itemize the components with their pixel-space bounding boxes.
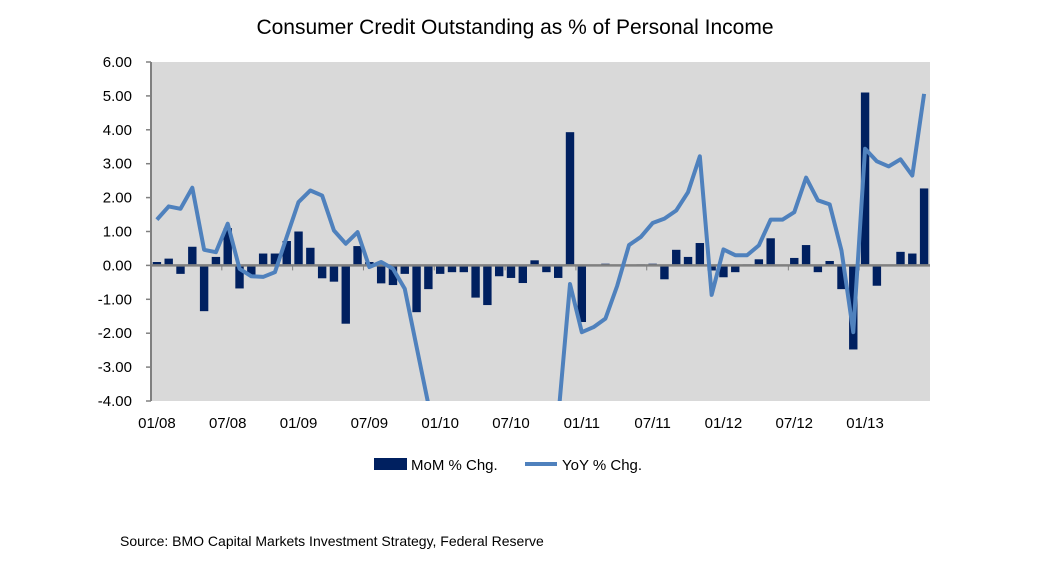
bar-mom	[388, 265, 398, 286]
plot-area	[151, 62, 930, 401]
bar-mom	[400, 265, 409, 274]
x-tick-label: 01/08	[138, 415, 176, 432]
bar-mom	[211, 256, 221, 266]
bar-mom	[542, 265, 551, 273]
bar-mom	[896, 251, 905, 266]
x-tick-label: 01/09	[280, 415, 318, 432]
bar-mom	[872, 265, 882, 286]
chart-title: Consumer Credit Outstanding as % of Pers…	[256, 16, 773, 39]
legend-swatch-mom	[374, 458, 407, 470]
x-tick-label: 07/08	[209, 415, 247, 432]
bar-mom	[294, 231, 303, 266]
bar-mom	[176, 265, 185, 274]
y-tick-label: 6.00	[103, 54, 132, 71]
bar-mom	[837, 265, 846, 290]
bar-mom	[435, 265, 445, 274]
bar-mom	[719, 265, 728, 278]
bar-mom	[376, 265, 386, 284]
x-tick-label: 07/10	[492, 415, 530, 432]
y-tick-label: 1.00	[103, 224, 132, 241]
bar-mom	[695, 243, 705, 266]
x-tick-label: 01/12	[705, 415, 743, 432]
bar-mom	[565, 132, 575, 266]
y-tick-label: 2.00	[103, 190, 132, 207]
y-tick-label: 5.00	[103, 88, 132, 105]
bar-mom	[164, 258, 173, 266]
bar-mom	[766, 238, 775, 266]
y-tick-label: 3.00	[103, 156, 132, 173]
bar-mom	[908, 253, 917, 266]
bar-mom	[424, 265, 433, 290]
bar-mom	[919, 188, 929, 266]
bar-mom	[258, 253, 268, 266]
source-note: Source: BMO Capital Markets Investment S…	[120, 533, 544, 549]
legend-label-yoy: YoY % Chg.	[562, 457, 642, 474]
bar-mom	[282, 240, 291, 266]
bar-mom	[188, 246, 197, 266]
x-tick-label: 07/11	[634, 415, 670, 432]
x-tick-label: 01/10	[421, 415, 459, 432]
y-tick-label: 0.00	[103, 257, 132, 274]
x-tick-label: 01/13	[846, 415, 884, 432]
bar-mom	[152, 262, 162, 266]
bar-mom	[790, 257, 799, 266]
bar-mom	[683, 256, 693, 266]
bar-mom	[754, 259, 764, 266]
bar-mom	[306, 247, 315, 266]
bar-mom	[707, 265, 716, 271]
y-tick-label: -1.00	[98, 291, 132, 308]
x-tick-label: 01/11	[564, 415, 600, 432]
y-tick-label: -2.00	[98, 325, 132, 342]
x-tick-label: 07/09	[351, 415, 389, 432]
bar-mom	[801, 245, 811, 266]
bar-mom	[447, 265, 457, 273]
bar-mom	[471, 265, 480, 298]
bar-mom	[577, 265, 587, 323]
bar-mom	[483, 265, 492, 306]
legend: MoM % Chg. YoY % Chg.	[374, 457, 642, 474]
bar-mom	[223, 228, 232, 266]
bar-mom	[825, 260, 834, 266]
bar-mom	[660, 265, 669, 280]
bar-mom	[494, 265, 504, 277]
bar-mom	[199, 265, 209, 312]
bar-mom	[341, 265, 350, 324]
bar-mom	[554, 265, 563, 278]
bar-mom	[530, 260, 539, 266]
bar-mom	[235, 265, 244, 289]
bar-mom	[459, 265, 468, 273]
bar-mom	[329, 265, 339, 282]
bar-mom	[270, 253, 280, 266]
bar-mom	[353, 246, 362, 266]
bar-mom	[317, 265, 327, 279]
y-tick-label: -3.00	[98, 359, 132, 376]
bar-mom	[518, 265, 527, 284]
bar-mom	[247, 265, 256, 276]
x-tick-label: 07/12	[775, 415, 813, 432]
bar-mom	[672, 249, 681, 266]
bar-mom	[506, 265, 516, 278]
legend-label-mom: MoM % Chg.	[411, 457, 498, 474]
line-yoy	[155, 93, 927, 401]
y-tick-label: 4.00	[103, 122, 132, 139]
bar-mom	[813, 265, 823, 273]
bar-mom	[731, 265, 740, 273]
bar-mom	[412, 265, 421, 313]
y-tick-label: -4.00	[98, 393, 132, 410]
